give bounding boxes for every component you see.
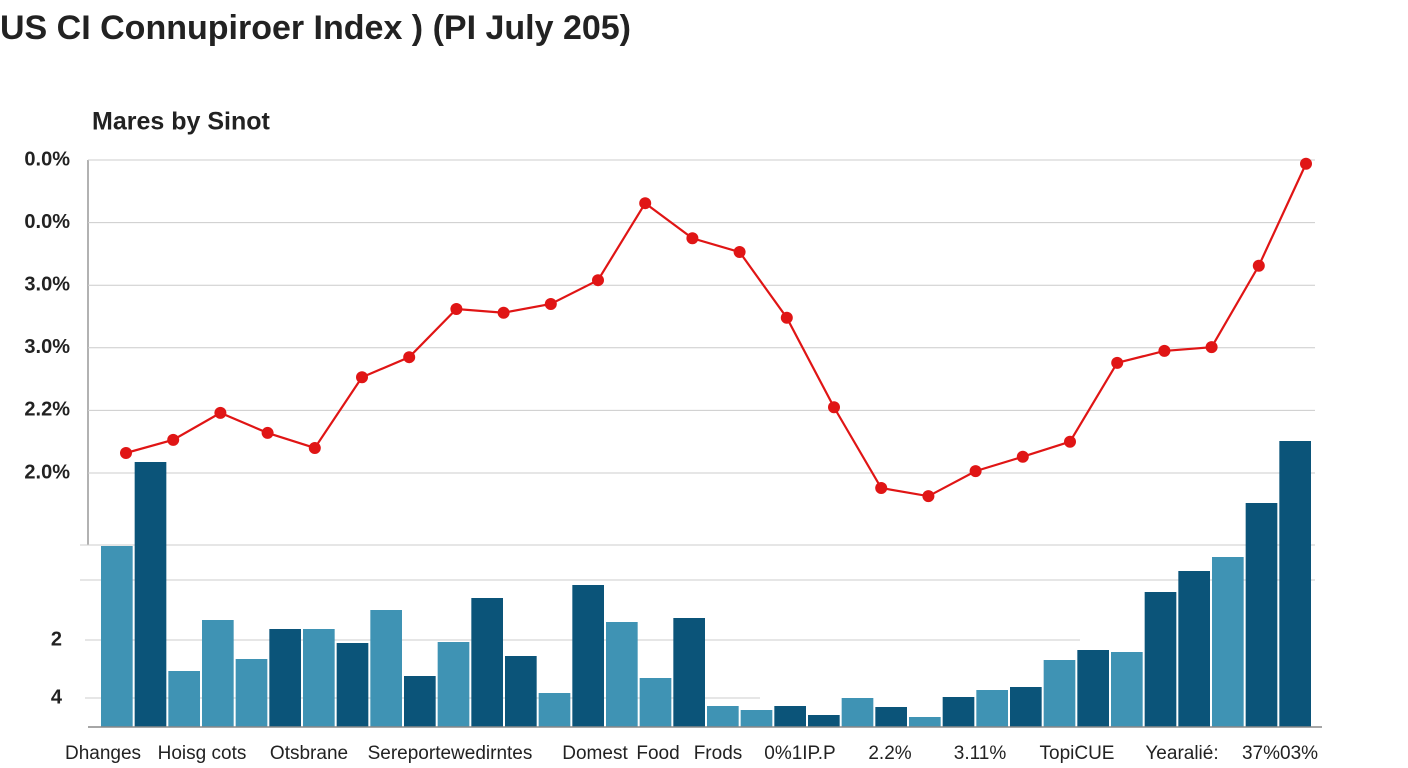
bar: [909, 717, 941, 727]
bar: [1178, 571, 1210, 727]
line-point: [780, 311, 793, 324]
bar: [707, 706, 739, 727]
line-point: [167, 433, 180, 446]
line-point: [639, 197, 652, 210]
y-tick-label: 2.2%: [24, 399, 70, 421]
bar: [808, 715, 840, 727]
bar: [538, 693, 571, 727]
x-label: Food: [636, 743, 679, 764]
bar: [942, 697, 975, 727]
bar: [134, 462, 167, 727]
chart-title: US CI Connupiroer Index ) (PI July 205): [0, 9, 631, 47]
line-point: [828, 401, 840, 414]
bar: [1144, 592, 1177, 727]
x-label: 0%1IP.P: [764, 743, 835, 764]
line-point: [214, 406, 227, 419]
line-point: [686, 232, 699, 245]
bar: [1010, 687, 1042, 727]
bar: [572, 585, 604, 727]
line-point: [733, 246, 746, 259]
line-point: [497, 306, 510, 319]
line-point: [1016, 450, 1029, 463]
y-tick-label: 2: [51, 628, 62, 650]
line-point: [120, 446, 132, 459]
line-point: [1205, 341, 1218, 354]
bar: [336, 643, 369, 727]
x-label: Hoisg cots: [158, 743, 247, 764]
line-point: [403, 351, 416, 364]
bar: [606, 622, 638, 727]
bar: [875, 707, 907, 727]
bar: [1245, 503, 1278, 727]
x-label: Yearalié:: [1145, 743, 1218, 764]
bar: [841, 698, 874, 727]
line-point: [1064, 435, 1076, 448]
bar: [168, 671, 200, 727]
line-point: [450, 302, 463, 315]
bar: [1279, 441, 1311, 727]
line-point: [308, 441, 321, 454]
bar: [404, 676, 436, 727]
line-point: [261, 426, 274, 439]
y-tick-label: 2.0%: [24, 461, 70, 483]
bar: [976, 690, 1008, 727]
line-point: [356, 371, 368, 384]
bar: [202, 620, 234, 727]
y-tick-label: 4: [51, 686, 63, 708]
x-label: Sereportewedirntes: [368, 743, 533, 764]
bar: [370, 610, 402, 727]
line-point: [1158, 344, 1171, 357]
bar: [437, 642, 470, 727]
bar: [471, 598, 503, 727]
bar: [1212, 557, 1244, 727]
line-point: [1111, 356, 1124, 369]
bar: [1043, 660, 1076, 727]
bar: [673, 618, 705, 727]
line-point: [592, 274, 604, 287]
line-point: [1300, 157, 1312, 170]
y-tick-label: 3.0%: [24, 273, 70, 295]
bar: [740, 710, 773, 727]
bar: [269, 629, 301, 727]
line-point: [922, 490, 935, 503]
bar: [235, 659, 268, 727]
line-point: [544, 297, 557, 310]
x-label: Frods: [694, 743, 743, 764]
bar: [639, 678, 672, 727]
x-label: Dhanges: [65, 743, 141, 764]
x-label: TopiCUE: [1040, 743, 1115, 764]
x-label: 37%03%: [1242, 743, 1318, 764]
line-point: [875, 482, 888, 495]
x-label: 3.11%: [954, 743, 1007, 764]
bar: [774, 706, 806, 727]
bar: [1111, 652, 1143, 727]
chart-subtitle: Mares by Sinot: [92, 108, 270, 136]
y-tick-label: 0.0%: [24, 148, 70, 170]
x-label: 2.2%: [868, 743, 911, 764]
bar: [1077, 650, 1109, 727]
line-point: [969, 465, 982, 478]
bar: [101, 546, 133, 727]
x-label: Domest: [562, 743, 628, 764]
bar: [505, 656, 537, 727]
bar: [303, 629, 335, 727]
y-tick-label: 3.0%: [24, 336, 70, 358]
y-tick-label: 0.0%: [24, 211, 70, 233]
x-label: Otsbrane: [270, 743, 348, 764]
line-point: [1252, 259, 1265, 272]
line-series: [125, 163, 1307, 498]
